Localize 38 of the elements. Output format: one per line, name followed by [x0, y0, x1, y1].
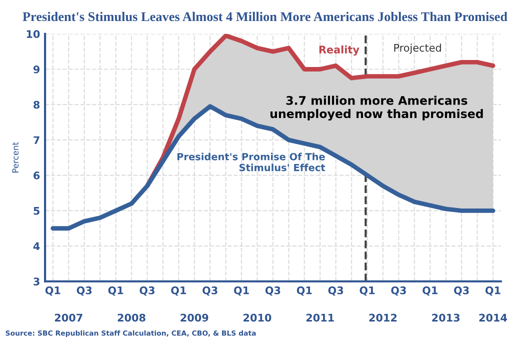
y-tick-label: 6 — [34, 172, 40, 180]
y-tick-label: 10 — [26, 30, 40, 38]
y-tick-label: 9 — [33, 65, 40, 74]
text: 2009 — [180, 314, 208, 322]
y-tick-label: 7 — [34, 136, 40, 144]
text: 2012 — [369, 314, 397, 322]
text: 2008 — [118, 314, 146, 322]
annotation: Projected — [394, 44, 441, 54]
text: 2013 — [432, 314, 460, 322]
x-tick-label: Q1 — [485, 286, 500, 296]
x-tick-label: Q3 — [202, 286, 218, 296]
y-tick-label: 5 — [34, 207, 40, 215]
x-tick-label: Q1 — [108, 286, 124, 296]
x-tick-label: Q1 — [234, 286, 249, 296]
series-label: President's Promise Of The Stimulus' Effect — [177, 152, 326, 172]
y-tick-label: 8 — [34, 100, 40, 109]
line-series — [50, 104, 496, 231]
annotation: 3.7 million more Americans unemployed now than promised — [270, 96, 483, 121]
x-tick-label: Q1 — [296, 286, 312, 296]
x-tick-label: Q3 — [391, 286, 406, 296]
x-tick-label: Q3 — [265, 286, 280, 296]
text: 2010 — [244, 314, 272, 322]
y-axis-title: Percent — [12, 142, 19, 172]
y-tick-label: 3 — [34, 278, 40, 286]
text: 2011 — [306, 314, 334, 322]
x-tick-label: Q1 — [45, 286, 60, 296]
x-tick-label: Q1 — [171, 286, 186, 296]
x-tick-label: Q1 — [422, 286, 438, 296]
x-tick-label: Q1 — [360, 286, 375, 296]
chart-title: President's Stimulus Leaves Almost 4 Million More Americans Jobless Than Promised — [22, 12, 508, 22]
y-tick-label: 4 — [33, 242, 40, 250]
text: 2014 — [479, 314, 508, 322]
series-label: Reality — [319, 45, 360, 56]
x-tick-label: Q3 — [76, 286, 92, 296]
x-tick-label: Q3 — [328, 286, 344, 296]
x-tick-label: Q3 — [454, 286, 469, 296]
text: 2007 — [54, 314, 82, 322]
x-tick-label: Q3 — [140, 286, 154, 296]
